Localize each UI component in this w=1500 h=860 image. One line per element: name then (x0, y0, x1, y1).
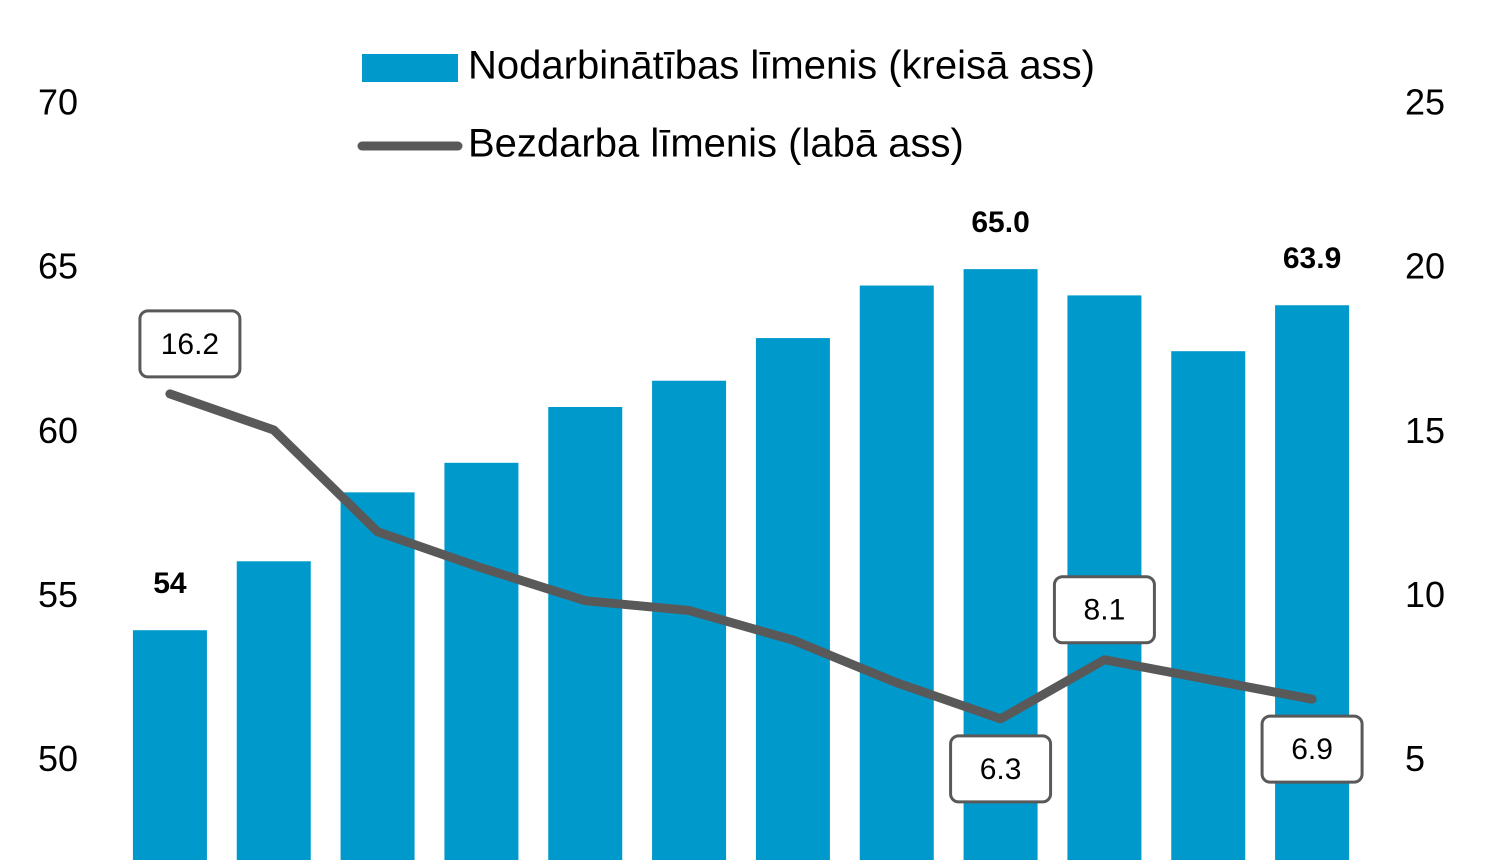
bar (859, 285, 934, 860)
line-label-box (949, 734, 1053, 804)
bar (236, 561, 311, 860)
line-value-label: 6.9 (1291, 733, 1333, 766)
y2-tick-label: 15 (1405, 410, 1445, 451)
bar (548, 407, 623, 860)
legend-label: Bezdarba līmenis (labā ass) (468, 122, 964, 166)
line-value-label: 16.2 (161, 328, 219, 361)
line-label-box (138, 309, 242, 379)
bar (132, 630, 207, 860)
bar (1171, 351, 1246, 860)
line-label-box (1052, 575, 1156, 645)
y-tick-label: 60 (38, 410, 78, 451)
bar (444, 462, 519, 860)
y2-tick-label: 20 (1405, 246, 1445, 287)
y-tick-label: 65 (38, 246, 78, 287)
legend-swatch (362, 54, 458, 82)
legend-label: Nodarbinātības līmenis (kreisā ass) (468, 44, 1095, 88)
line (165, 389, 1317, 724)
y2-tick-label: 25 (1405, 82, 1445, 123)
line-value-label: 8.1 (1084, 594, 1126, 627)
y-tick-label: 55 (38, 574, 78, 615)
line-value-label: 6.3 (980, 753, 1022, 786)
bar-value-label: 65.0 (971, 206, 1029, 239)
y-tick-label: 50 (38, 738, 78, 779)
line-label-box (1260, 714, 1364, 784)
bar (340, 492, 415, 860)
y-tick-label: 70 (38, 82, 78, 123)
bar-value-label: 54 (153, 567, 187, 600)
bar (755, 338, 830, 860)
y2-tick-label: 5 (1405, 738, 1425, 779)
y2-tick-label: 10 (1405, 574, 1445, 615)
bar-value-label: 63.9 (1283, 242, 1341, 275)
